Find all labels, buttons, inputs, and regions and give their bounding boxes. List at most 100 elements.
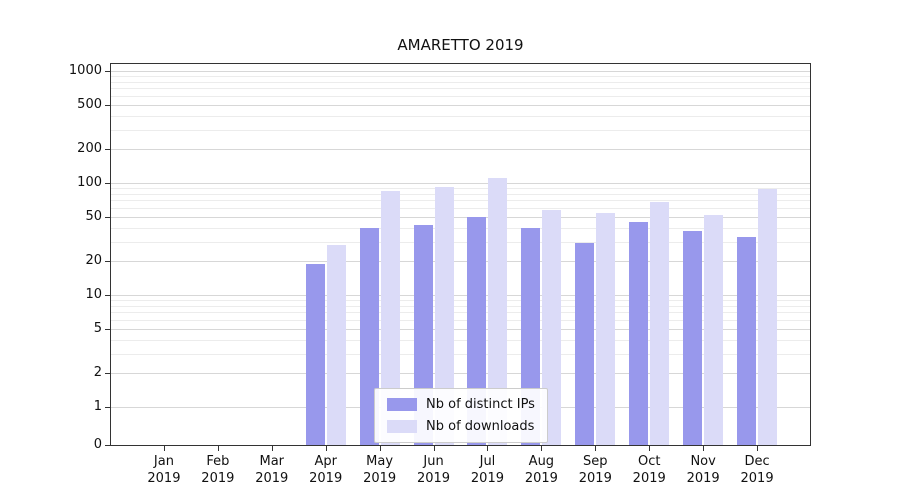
gridline-major	[111, 71, 810, 72]
gridline-minor	[111, 300, 810, 302]
y-tick-label: 10	[85, 287, 102, 302]
x-tick-label: Dec 2019	[725, 453, 789, 487]
bar-downloads	[650, 201, 670, 445]
legend-label: Nb of distinct IPs	[426, 397, 535, 412]
x-tick-label-line: 2019	[363, 471, 397, 486]
x-tick-label: Jul 2019	[455, 453, 519, 487]
x-tick-label: Nov 2019	[671, 453, 735, 487]
gridline-minor	[111, 193, 810, 195]
x-tick-mark	[757, 446, 759, 451]
gridline-minor	[111, 339, 810, 341]
legend-swatch	[387, 420, 417, 433]
x-tick-label-line: 2019	[524, 471, 558, 486]
legend-label: Nb of downloads	[426, 419, 535, 434]
x-tick-label-line: 2019	[470, 471, 504, 486]
bar-downloads	[758, 189, 778, 445]
gridline-major	[111, 261, 810, 263]
x-tick-mark	[595, 446, 597, 451]
gridline-minor	[111, 312, 810, 314]
x-tick-mark	[433, 446, 435, 451]
x-tick-label: Jan 2019	[132, 453, 196, 487]
x-tick-label: Aug 2019	[509, 453, 573, 487]
x-tick-label-line: 2019	[686, 471, 720, 486]
x-tick-label: May 2019	[348, 453, 412, 487]
legend-item: Nb of downloads	[387, 419, 535, 434]
gridline-minor	[111, 95, 810, 97]
y-tick-mark	[105, 295, 110, 296]
x-tick-label-line: 2019	[632, 471, 666, 486]
bar-distinct-ips	[629, 221, 649, 445]
y-tick-label: 1000	[68, 63, 102, 78]
x-tick-mark	[379, 446, 381, 451]
x-tick-label-line: May	[366, 454, 394, 469]
gridline-minor	[111, 353, 810, 355]
bar-downloads	[704, 214, 724, 445]
y-tick-label: 5	[93, 320, 102, 336]
gridline-minor	[111, 241, 810, 243]
gridline-major	[111, 328, 810, 330]
y-tick-label: 500	[77, 96, 102, 112]
y-tick-mark	[105, 261, 110, 263]
x-tick-label-line: 2019	[740, 471, 774, 486]
x-tick-mark	[487, 446, 489, 451]
x-tick-label-line: Oct	[637, 454, 661, 469]
x-tick-label-line: 2019	[416, 471, 451, 486]
bar-distinct-ips	[575, 243, 595, 445]
x-tick-mark	[649, 446, 651, 451]
bar-distinct-ips	[683, 231, 703, 445]
gridline-major	[111, 295, 810, 296]
gridline-minor	[111, 88, 810, 90]
gridline-minor	[111, 129, 810, 131]
bar-downloads	[434, 186, 454, 445]
x-tick-mark	[217, 446, 219, 451]
x-tick-label-line: Aug	[528, 454, 555, 469]
x-tick-label: Feb 2019	[186, 453, 250, 487]
y-tick-mark	[105, 445, 110, 446]
gridline-minor	[111, 305, 810, 307]
x-tick-label-line: Apr	[314, 454, 337, 469]
legend-swatch	[387, 398, 417, 411]
y-tick-mark	[105, 71, 110, 72]
bar-distinct-ips	[305, 263, 325, 445]
y-tick-label: 100	[77, 175, 102, 190]
x-tick-label-line: 2019	[255, 471, 289, 486]
x-tick-mark	[325, 446, 327, 451]
x-tick-mark	[703, 446, 705, 451]
gridline-minor	[111, 207, 810, 209]
x-tick-label-line: 2019	[309, 471, 343, 486]
x-tick-label-line: Dec	[744, 454, 770, 469]
chart-title: AMARETTO 2019	[397, 36, 524, 54]
y-tick-mark	[105, 373, 110, 375]
gridline-minor	[111, 227, 810, 229]
x-tick-label-line: Jun	[423, 454, 444, 469]
x-tick-mark	[541, 446, 543, 451]
y-tick-mark	[105, 328, 110, 330]
x-tick-label-line: Jul	[479, 454, 496, 469]
gridline-minor	[111, 188, 810, 190]
y-tick-label: 0	[93, 437, 102, 452]
x-tick-label-line: Nov	[690, 454, 716, 469]
gridline-minor	[111, 76, 810, 78]
bar-downloads	[380, 190, 400, 445]
bar-downloads	[596, 212, 616, 445]
y-tick-label: 50	[85, 208, 102, 224]
y-tick-mark	[105, 216, 110, 218]
x-tick-label-line: 2019	[578, 471, 612, 486]
plot-area	[110, 63, 811, 446]
y-tick-label: 20	[85, 253, 102, 269]
x-tick-label-line: Sep	[583, 454, 608, 469]
gridline-minor	[111, 115, 810, 117]
bar-distinct-ips	[467, 216, 487, 445]
bar-distinct-ips	[737, 236, 757, 445]
gridline-major	[111, 216, 810, 218]
gridline-major	[111, 149, 810, 151]
bar-distinct-ips	[359, 227, 379, 445]
x-tick-label-line: Feb	[206, 454, 230, 469]
bar-downloads	[488, 178, 508, 445]
gridline-major	[111, 183, 810, 184]
y-tick-mark	[105, 183, 110, 184]
legend: Nb of distinct IPs Nb of downloads	[374, 388, 548, 443]
x-tick-mark	[271, 446, 273, 451]
y-tick-mark	[105, 104, 110, 106]
